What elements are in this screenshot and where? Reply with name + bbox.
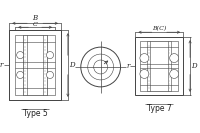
Bar xyxy=(23,35,47,95)
Bar xyxy=(15,35,55,95)
Circle shape xyxy=(88,54,114,80)
Circle shape xyxy=(17,51,24,59)
Text: D: D xyxy=(69,61,75,69)
Bar xyxy=(135,37,183,95)
Circle shape xyxy=(140,54,149,63)
Text: B: B xyxy=(33,14,38,22)
Circle shape xyxy=(81,47,121,87)
Circle shape xyxy=(170,54,179,63)
Bar xyxy=(140,41,178,91)
Circle shape xyxy=(140,69,149,78)
Circle shape xyxy=(94,60,108,74)
Text: Type 7: Type 7 xyxy=(147,104,172,113)
Text: B(C): B(C) xyxy=(152,26,166,31)
Bar xyxy=(147,41,171,91)
Text: C: C xyxy=(33,22,37,27)
Circle shape xyxy=(46,71,54,78)
Bar xyxy=(9,30,61,100)
Circle shape xyxy=(17,71,24,78)
Circle shape xyxy=(46,51,54,59)
Text: r: r xyxy=(126,62,129,70)
Circle shape xyxy=(170,69,179,78)
Text: Type 5: Type 5 xyxy=(23,109,47,118)
Bar xyxy=(9,30,61,100)
Text: D: D xyxy=(192,62,197,70)
Text: r: r xyxy=(0,61,3,69)
Bar xyxy=(23,35,47,95)
